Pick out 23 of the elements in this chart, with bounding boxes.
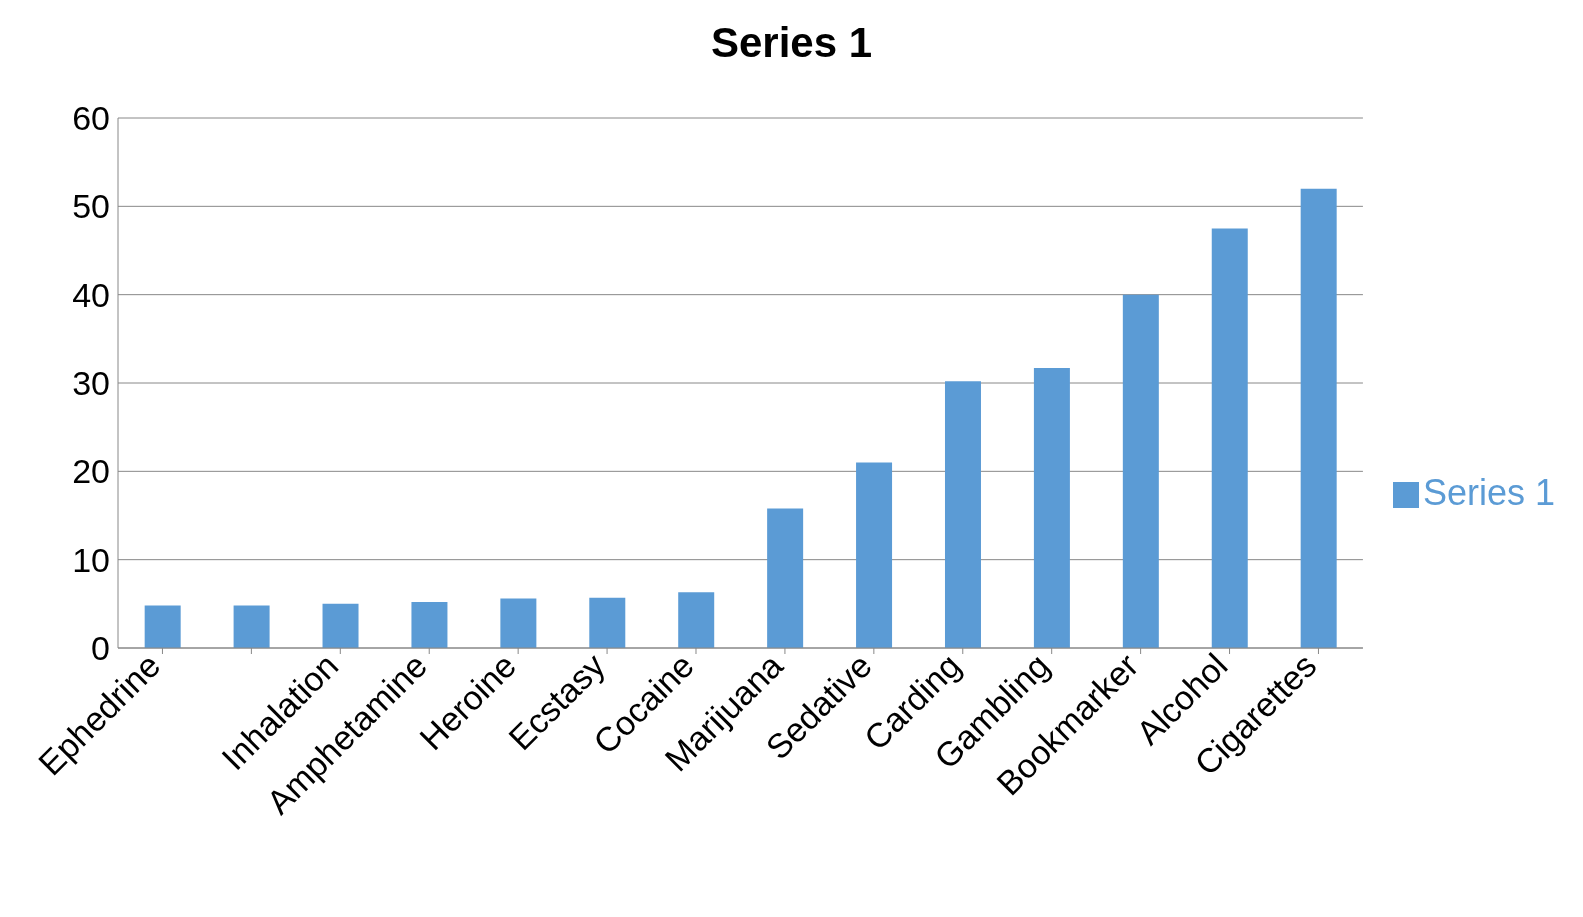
bar: [678, 592, 715, 648]
bar: [144, 605, 181, 648]
bar: [233, 605, 270, 648]
y-tick-label: 60: [72, 99, 110, 138]
bar: [1211, 228, 1248, 648]
y-tick-label: 20: [72, 452, 110, 491]
bar: [1122, 294, 1159, 648]
bar: [589, 597, 626, 648]
y-tick-label: 30: [72, 364, 110, 403]
bar: [856, 462, 893, 648]
bar: [944, 381, 981, 648]
bar: [500, 598, 537, 648]
bar: [322, 603, 359, 648]
bar: [1300, 188, 1337, 648]
bar: [1033, 367, 1070, 648]
y-tick-label: 50: [72, 187, 110, 226]
bar: [411, 602, 448, 648]
chart-title: Series 1: [709, 18, 874, 68]
y-tick-label: 40: [72, 275, 110, 314]
y-tick-label: 0: [91, 629, 110, 668]
bar: [767, 508, 804, 648]
legend-label: Series 1: [1422, 472, 1555, 513]
y-tick-label: 10: [72, 540, 110, 579]
